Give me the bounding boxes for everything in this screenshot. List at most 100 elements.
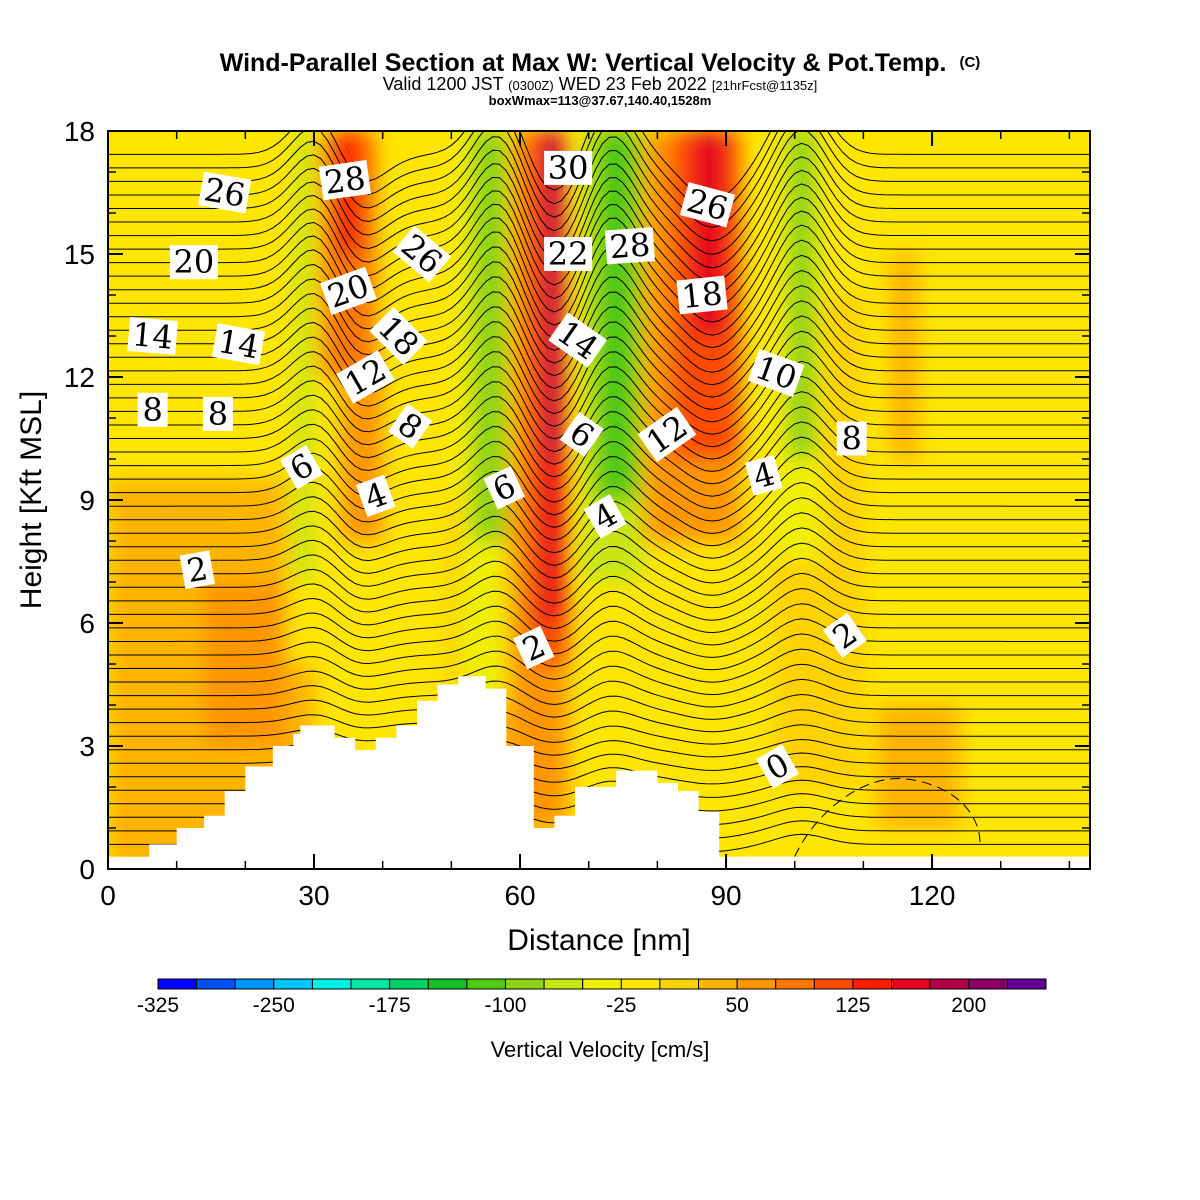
isentrope — [108, 709, 1090, 733]
ground-strip — [739, 856, 1090, 869]
isentrope — [108, 557, 1090, 609]
svg-text:Valid 1200 JST (0300Z): Valid 1200 JST (0300Z) WED 23 Feb 2022 [… — [383, 74, 818, 94]
isentrope — [108, 527, 1090, 584]
colorbar-tick-label: -250 — [253, 994, 295, 1017]
colorbar-label: Vertical Velocity [cm/s] — [491, 1037, 710, 1062]
isentrope — [108, 542, 1090, 596]
contour-label-box — [127, 316, 179, 356]
w-band-updraft-east-upper — [890, 254, 919, 459]
colorbar-swatch — [736, 978, 777, 990]
x-tick-label: 60 — [504, 880, 535, 911]
contour-label-box — [822, 612, 867, 658]
isentrope — [108, 375, 1090, 460]
contour-label-box — [604, 227, 656, 265]
contour-label-text: 14 — [131, 315, 175, 356]
isentrope — [108, 131, 1090, 201]
colorbar-swatch — [775, 978, 815, 990]
contour-label-box — [137, 392, 168, 427]
isentrope — [108, 724, 1090, 745]
contour-label: 26 — [198, 170, 252, 215]
isentrope — [108, 196, 1090, 309]
colorbar-tick-label: -100 — [484, 994, 526, 1017]
isentrope — [108, 572, 1090, 621]
y-tick-label: 12 — [64, 362, 95, 393]
isentrope — [108, 738, 1090, 758]
contour-label-box — [319, 266, 377, 316]
contour-label-text: 8 — [142, 391, 162, 429]
contour-label-box — [583, 494, 627, 539]
colorbar-swatch — [1006, 978, 1047, 990]
contour-label: 28 — [318, 159, 372, 202]
contour-label-box — [202, 396, 233, 431]
contour-label-box — [676, 275, 728, 315]
colorbar: -325 -250 -175 -100 -25 50 125 200 — [137, 978, 1047, 1017]
contour-label: 8 — [137, 391, 168, 429]
w-band-downdraft-4-core — [787, 131, 816, 459]
contour-label: 8 — [202, 395, 233, 433]
contour-label-box — [756, 744, 800, 789]
contour-label-box — [336, 350, 395, 404]
colorbar-swatch — [620, 978, 661, 990]
contour-label-text: 30 — [548, 149, 589, 187]
isentrope — [108, 648, 1090, 683]
isentrope — [108, 693, 1090, 720]
vertical-velocity-field — [108, 131, 1090, 869]
contour-label-box — [483, 465, 526, 510]
colorbar-swatch — [157, 978, 198, 990]
colorbar-tick-label: 200 — [951, 994, 986, 1017]
colorbar-swatch — [659, 978, 700, 990]
y-tick-label: 6 — [79, 608, 95, 639]
contour-label-box — [280, 444, 324, 490]
negative-w-contour — [794, 778, 981, 857]
axes: 0 30 60 90 120 0 3 6 9 12 15 18 — [64, 116, 1090, 911]
isentrope — [108, 315, 1090, 411]
isentrope — [108, 131, 1090, 242]
x-tick-label: 90 — [710, 880, 741, 911]
isentrope — [108, 663, 1090, 696]
w-band-updraft-west-core — [204, 582, 287, 746]
isentrope — [108, 618, 1090, 658]
w-band-updraft-2-peak — [547, 131, 562, 459]
isentrope — [108, 254, 1090, 361]
contour-label: 14 — [127, 315, 179, 357]
y-tick-label: 18 — [64, 116, 95, 147]
subtitle-valid: Valid 1200 JST — [383, 74, 504, 94]
contour-label-text: 28 — [322, 159, 368, 202]
contour-label-text: 14 — [215, 322, 262, 366]
colorbar-swatch — [891, 978, 931, 990]
colorbar-swatch — [196, 978, 236, 990]
subtitle-date: WED 23 Feb 2022 — [559, 74, 707, 94]
isentrope — [108, 300, 1090, 398]
contour-label-box — [836, 421, 867, 456]
contour-label: 30 — [544, 149, 593, 187]
box-info: boxWmax=113@37.67,140.40,1528m — [489, 93, 712, 108]
contour-label: 2 — [179, 549, 215, 590]
contour-label-box — [544, 150, 593, 185]
colorbar-swatch — [582, 978, 622, 990]
contour-label-box — [744, 455, 783, 496]
y-tick-label: 3 — [79, 731, 95, 762]
colorbar-swatch — [543, 978, 584, 990]
colorbar-swatch — [273, 978, 313, 990]
colorbar-swatch — [466, 978, 506, 990]
contour-label: 20 — [319, 266, 377, 316]
isentrope — [108, 345, 1090, 435]
contour-label-box — [198, 171, 252, 214]
subtitle-zulu: (0300Z) — [508, 78, 554, 93]
isentrope — [108, 481, 1090, 547]
contour-label-text: 20 — [173, 243, 214, 281]
isentrope — [108, 633, 1090, 671]
y-tick-label: 0 — [79, 854, 95, 885]
isentrope — [108, 466, 1090, 534]
contour-label-box — [559, 411, 604, 457]
contour-label-text: 8 — [842, 420, 862, 458]
x-tick-label: 120 — [909, 880, 956, 911]
contour-label-box — [179, 550, 215, 590]
contour-label-box — [392, 225, 452, 283]
colorbar-swatch — [234, 978, 275, 990]
colorbar-swatch — [389, 978, 429, 990]
contour-label-text: 8 — [208, 395, 228, 433]
title-mark: (C) — [959, 54, 980, 71]
colorbar-tick-label: -325 — [137, 994, 179, 1017]
svg-text:Wind-Parallel Section at Max W: Wind-Parallel Section at Max W: Vertical… — [220, 49, 981, 77]
